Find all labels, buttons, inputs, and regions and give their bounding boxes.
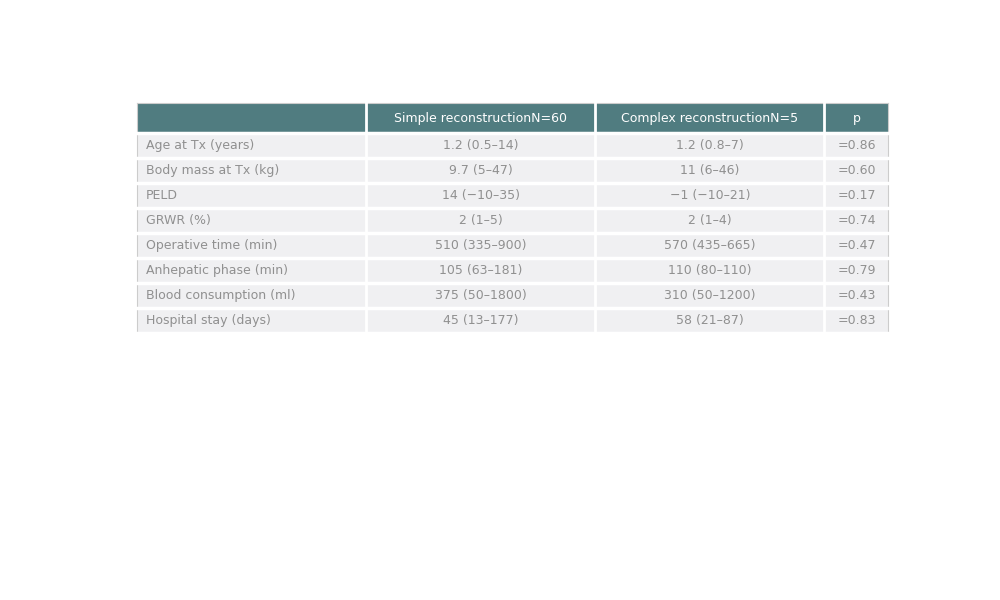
Bar [595, 233, 824, 258]
Text: Age at Tx (years): Age at Tx (years) [146, 139, 254, 152]
Bar [137, 208, 366, 233]
Text: 105 (63–181): 105 (63–181) [439, 264, 522, 277]
Text: 45 (13–177): 45 (13–177) [443, 314, 518, 327]
Bar [824, 184, 888, 208]
Text: 2 (1–5): 2 (1–5) [459, 214, 502, 227]
Text: =0.86: =0.86 [837, 139, 876, 152]
Text: =0.60: =0.60 [837, 164, 876, 178]
Text: Anhepatic phase (min): Anhepatic phase (min) [146, 264, 288, 277]
Bar [824, 158, 888, 184]
Bar [137, 184, 366, 208]
Bar [137, 103, 366, 133]
Bar [824, 283, 888, 308]
Bar [824, 133, 888, 158]
Bar [137, 283, 366, 308]
Bar [595, 283, 824, 308]
Bar [595, 133, 824, 158]
Text: Blood consumption (ml): Blood consumption (ml) [146, 289, 295, 302]
Text: 11 (6–46): 11 (6–46) [680, 164, 740, 178]
Bar [366, 308, 595, 333]
Bar [137, 258, 366, 283]
Text: PELD: PELD [146, 190, 178, 202]
Text: Simple reconstructionN=60: Simple reconstructionN=60 [394, 112, 567, 125]
Bar [595, 308, 824, 333]
Bar [595, 258, 824, 283]
Text: =0.83: =0.83 [837, 314, 876, 327]
Bar [595, 158, 824, 184]
Bar [595, 103, 824, 133]
Bar [366, 283, 595, 308]
Bar [366, 208, 595, 233]
Bar [137, 133, 366, 158]
Bar [366, 233, 595, 258]
Text: 510 (335–900): 510 (335–900) [435, 239, 526, 252]
Text: =0.47: =0.47 [837, 239, 876, 252]
Bar [824, 233, 888, 258]
Text: 310 (50–1200): 310 (50–1200) [664, 289, 756, 302]
Bar [366, 103, 595, 133]
Bar [824, 103, 888, 133]
Bar [366, 158, 595, 184]
Bar [137, 158, 366, 184]
Text: 375 (50–1800): 375 (50–1800) [435, 289, 526, 302]
Text: Hospital stay (days): Hospital stay (days) [146, 314, 271, 327]
Bar [366, 133, 595, 158]
Bar [137, 233, 366, 258]
Text: 1.2 (0.8–7): 1.2 (0.8–7) [676, 139, 744, 152]
Bar [366, 184, 595, 208]
Bar [824, 308, 888, 333]
Bar [595, 208, 824, 233]
Text: p: p [852, 112, 860, 125]
Text: =0.43: =0.43 [837, 289, 876, 302]
Bar [595, 184, 824, 208]
Bar [366, 258, 595, 283]
Text: 570 (435–665): 570 (435–665) [664, 239, 756, 252]
Text: Operative time (min): Operative time (min) [146, 239, 277, 252]
Text: Complex reconstructionN=5: Complex reconstructionN=5 [621, 112, 798, 125]
Text: 58 (21–87): 58 (21–87) [676, 314, 744, 327]
Bar [824, 208, 888, 233]
Text: 9.7 (5–47): 9.7 (5–47) [449, 164, 512, 178]
Text: 1.2 (0.5–14): 1.2 (0.5–14) [443, 139, 518, 152]
Text: =0.17: =0.17 [837, 190, 876, 202]
Text: =0.79: =0.79 [837, 264, 876, 277]
Text: 2 (1–4): 2 (1–4) [688, 214, 732, 227]
Text: GRWR (%): GRWR (%) [146, 214, 211, 227]
Text: −1 (−10–21): −1 (−10–21) [670, 190, 750, 202]
Text: Body mass at Tx (kg): Body mass at Tx (kg) [146, 164, 279, 178]
Text: =0.74: =0.74 [837, 214, 876, 227]
Text: 14 (−10–35): 14 (−10–35) [442, 190, 520, 202]
Text: 110 (80–110): 110 (80–110) [668, 264, 752, 277]
Bar [137, 308, 366, 333]
Bar [824, 258, 888, 283]
